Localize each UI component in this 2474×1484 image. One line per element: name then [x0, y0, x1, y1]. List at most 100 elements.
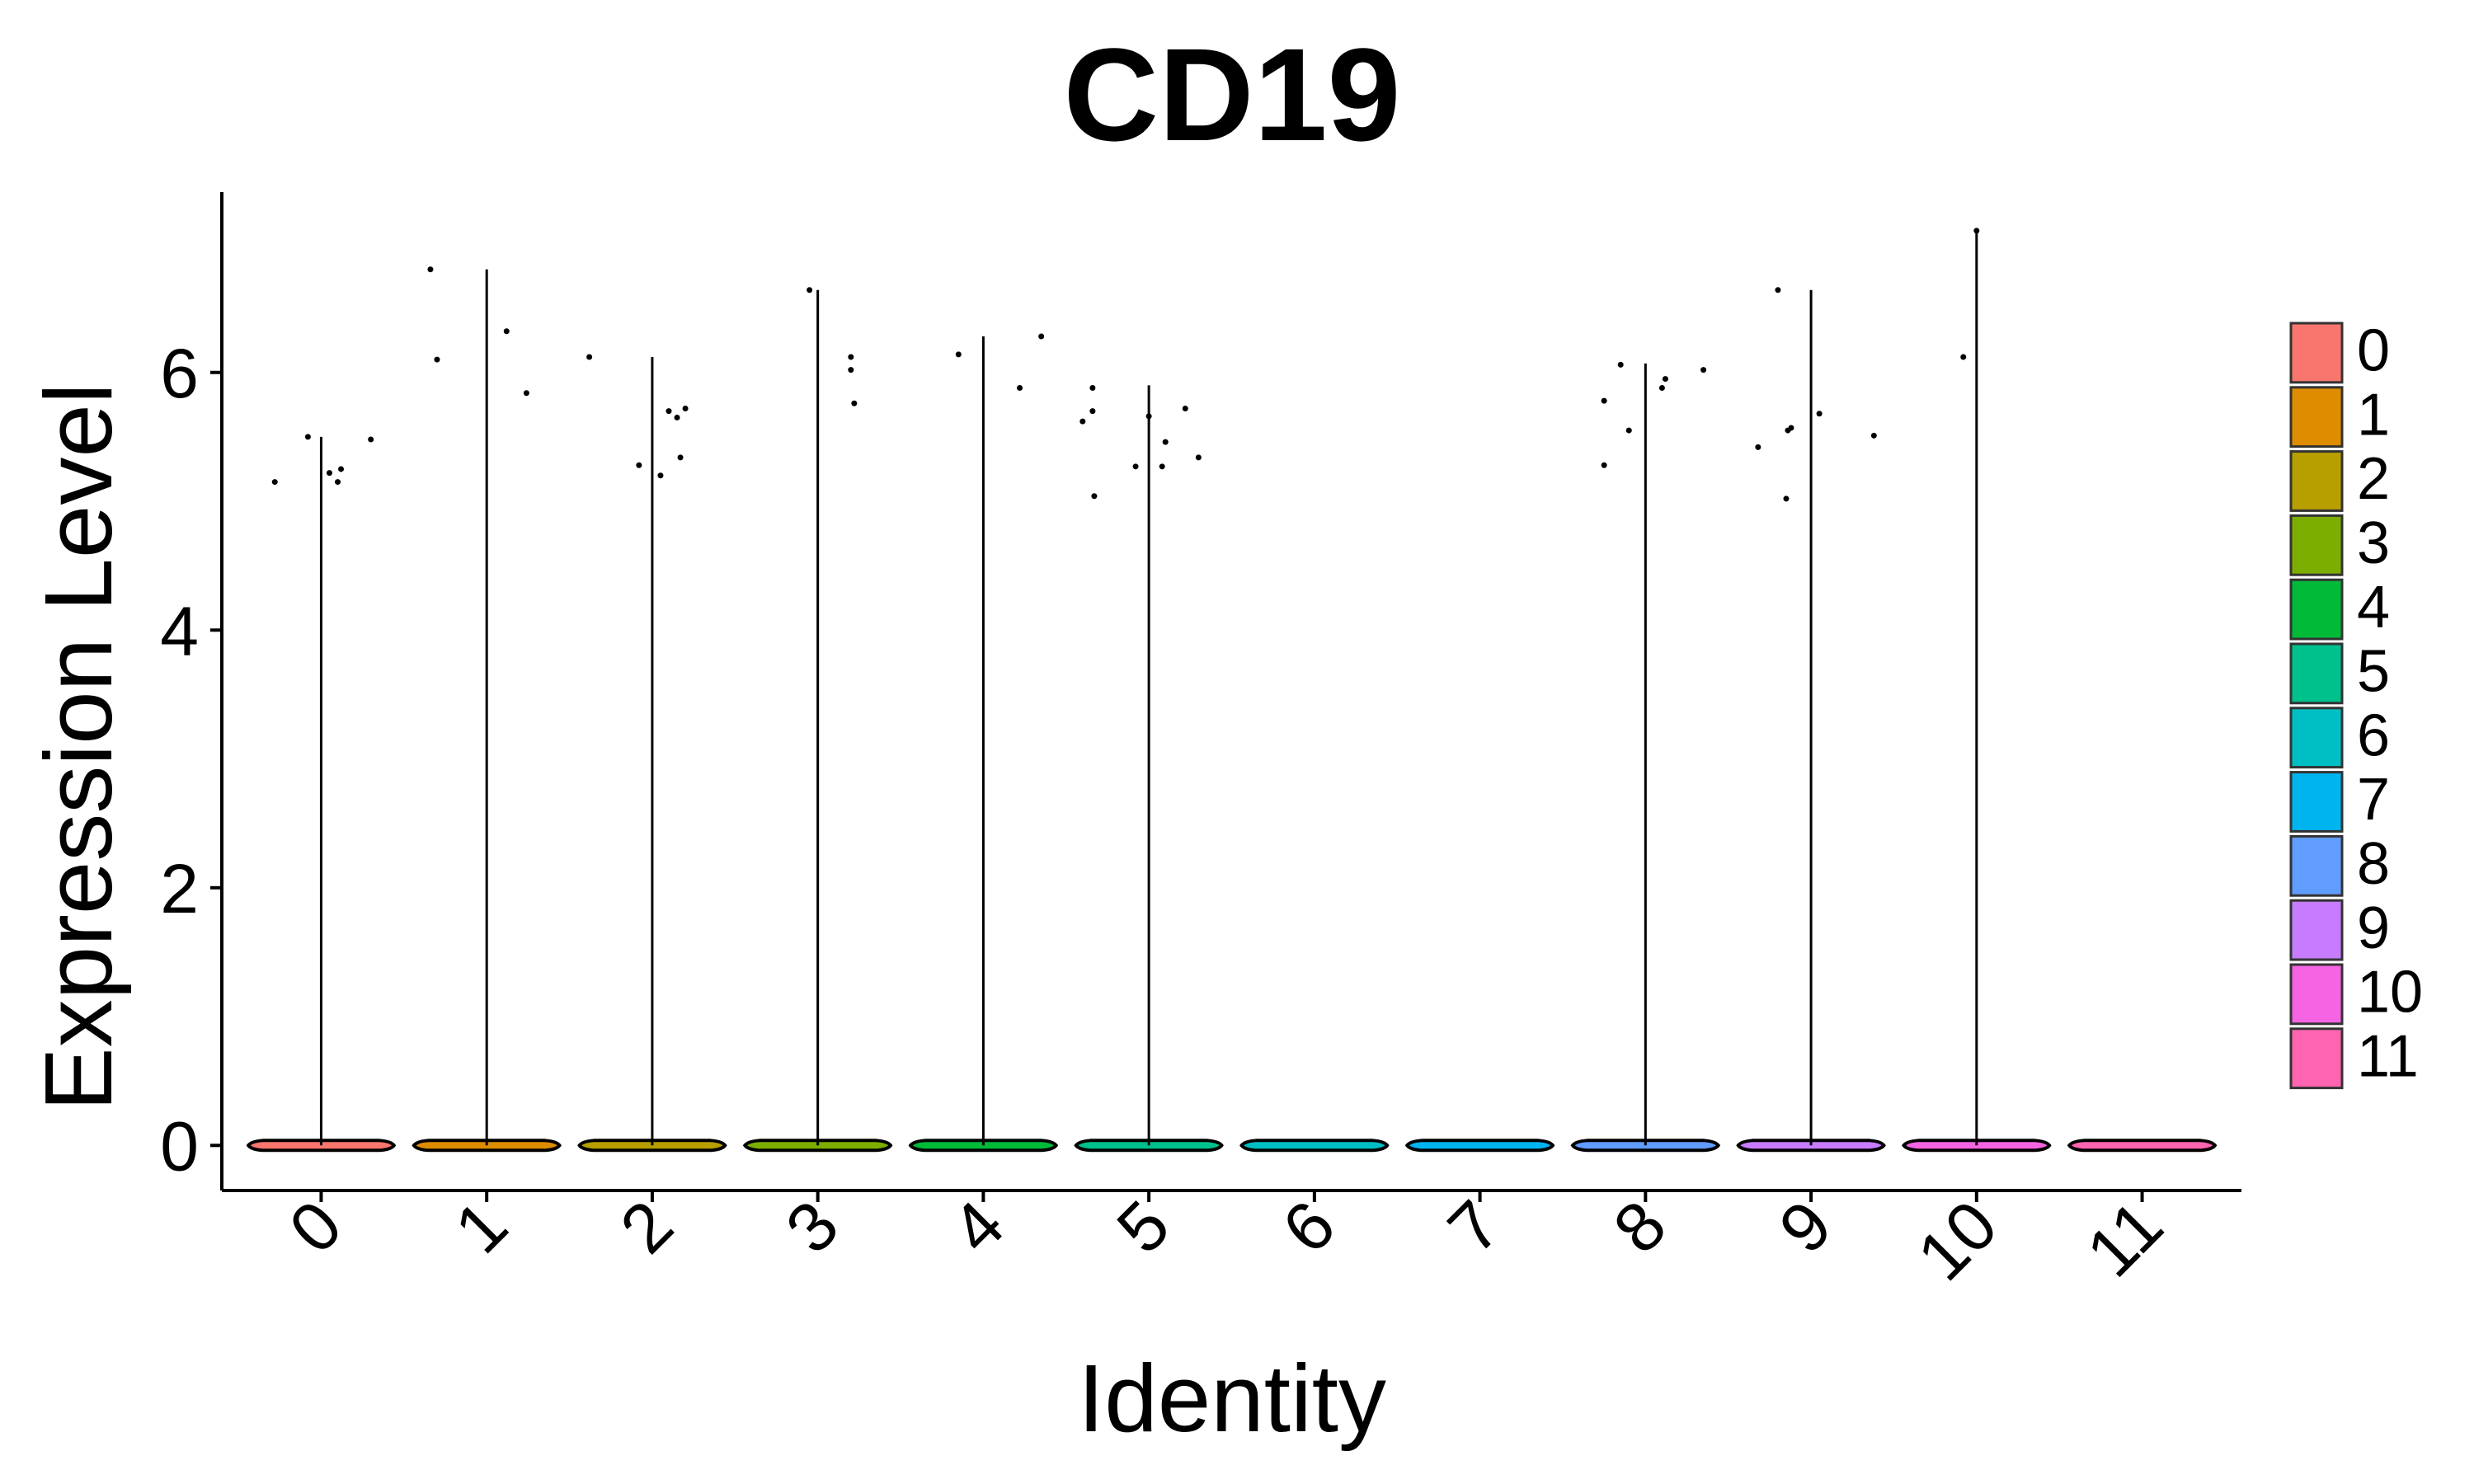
x-tick-label: 10 — [1903, 1186, 2012, 1295]
data-point — [326, 470, 332, 477]
x-tick-label: 3 — [771, 1186, 854, 1268]
data-point — [1162, 439, 1169, 445]
legend-key-9 — [2289, 899, 2344, 961]
x-tick-label: 4 — [937, 1186, 1019, 1268]
data-point — [1079, 418, 1086, 425]
data-point — [1783, 495, 1790, 502]
violin-2 — [577, 354, 727, 1153]
data-point — [1662, 376, 1668, 383]
legend-label-8: 8 — [2357, 831, 2390, 897]
violin-body-1 — [412, 1139, 562, 1153]
plot-area — [246, 228, 2218, 1153]
y-tick-label: 4 — [160, 592, 199, 669]
data-point — [271, 479, 278, 486]
data-point — [1625, 427, 1632, 434]
legend-label-3: 3 — [2357, 510, 2390, 576]
legend-key-5 — [2289, 642, 2344, 705]
legend-key-2 — [2289, 450, 2344, 512]
violin-body-4 — [908, 1139, 1059, 1153]
axes: 0 2 4 6 0 1 2 3 4 5 6 7 8 9 10 11 — [160, 192, 2241, 1295]
data-point — [1038, 333, 1045, 340]
data-point — [1159, 463, 1165, 470]
data-point — [1973, 228, 1980, 234]
violin-5 — [1074, 385, 1224, 1153]
data-point — [304, 434, 311, 440]
legend-label-11: 11 — [2357, 1023, 2419, 1089]
legend-label-6: 6 — [2357, 702, 2390, 768]
data-point — [807, 287, 813, 294]
data-point — [677, 454, 684, 461]
violin-3 — [742, 287, 893, 1153]
violin-10 — [1902, 228, 2052, 1153]
violin-11 — [2067, 1139, 2218, 1153]
x-tick-label: 0 — [275, 1186, 357, 1268]
data-point — [1658, 385, 1665, 392]
data-point — [1182, 406, 1188, 412]
data-point — [682, 406, 689, 412]
violin-4 — [908, 333, 1059, 1153]
data-point — [338, 466, 345, 472]
legend-label-1: 1 — [2357, 382, 2390, 448]
legend-key-4 — [2289, 578, 2344, 641]
data-point — [335, 479, 341, 486]
legend-key-6 — [2289, 707, 2344, 769]
y-tick-label: 6 — [160, 335, 199, 412]
x-tick-label: 1 — [440, 1186, 522, 1268]
y-axis-label: Expression Level — [25, 383, 132, 1111]
data-point — [434, 356, 440, 363]
data-point — [1132, 463, 1139, 470]
violin-body-0 — [246, 1139, 397, 1153]
legend-label-7: 7 — [2357, 767, 2390, 833]
data-point — [1775, 287, 1781, 294]
legend-key-7 — [2289, 771, 2344, 833]
data-point — [1091, 493, 1098, 500]
data-point — [427, 266, 434, 273]
violin-body-8 — [1570, 1139, 1721, 1153]
x-tick-label: 8 — [1599, 1186, 1681, 1268]
violin-body-3 — [742, 1139, 893, 1153]
violin-body-9 — [1736, 1139, 1886, 1153]
data-point — [1870, 432, 1877, 439]
violin-body-7 — [1404, 1139, 1555, 1153]
legend-key-0 — [2289, 322, 2344, 384]
data-point — [1089, 385, 1096, 392]
data-point — [1017, 385, 1023, 392]
violin-body-11 — [2067, 1139, 2218, 1153]
y-tick-label: 2 — [160, 850, 199, 928]
data-point — [1960, 354, 1967, 360]
violin-1 — [412, 266, 562, 1153]
violin-6 — [1239, 1139, 1390, 1153]
x-tick-label: 9 — [1764, 1186, 1846, 1268]
legend-label-4: 4 — [2357, 575, 2390, 641]
data-point — [523, 390, 529, 397]
data-point — [1788, 425, 1794, 431]
data-point — [848, 367, 854, 373]
legend-label-10: 10 — [2357, 960, 2423, 1026]
data-point — [851, 400, 858, 406]
data-point — [674, 414, 680, 420]
violin-body-6 — [1239, 1139, 1390, 1153]
data-point — [1816, 411, 1823, 417]
data-point — [1617, 361, 1624, 368]
violin-7 — [1404, 1139, 1555, 1153]
x-tick-label: 7 — [1433, 1186, 1516, 1268]
data-point — [848, 354, 854, 360]
data-point — [1700, 367, 1707, 373]
violin-8 — [1570, 361, 1721, 1153]
violin-body-2 — [577, 1139, 727, 1153]
x-axis-label: Identity — [1078, 1345, 1386, 1452]
data-point — [666, 408, 672, 415]
violin-0 — [246, 434, 397, 1153]
data-point — [1755, 444, 1761, 450]
x-tick-label: 5 — [1102, 1186, 1184, 1268]
x-tick-label: 6 — [1268, 1186, 1350, 1268]
data-point — [1601, 397, 1607, 404]
violin-body-10 — [1902, 1139, 2052, 1153]
legend-label-5: 5 — [2357, 639, 2390, 705]
legend-key-1 — [2289, 386, 2344, 448]
data-point — [955, 351, 962, 358]
x-tick-label: 2 — [605, 1186, 688, 1268]
y-tick-label: 0 — [160, 1107, 199, 1185]
